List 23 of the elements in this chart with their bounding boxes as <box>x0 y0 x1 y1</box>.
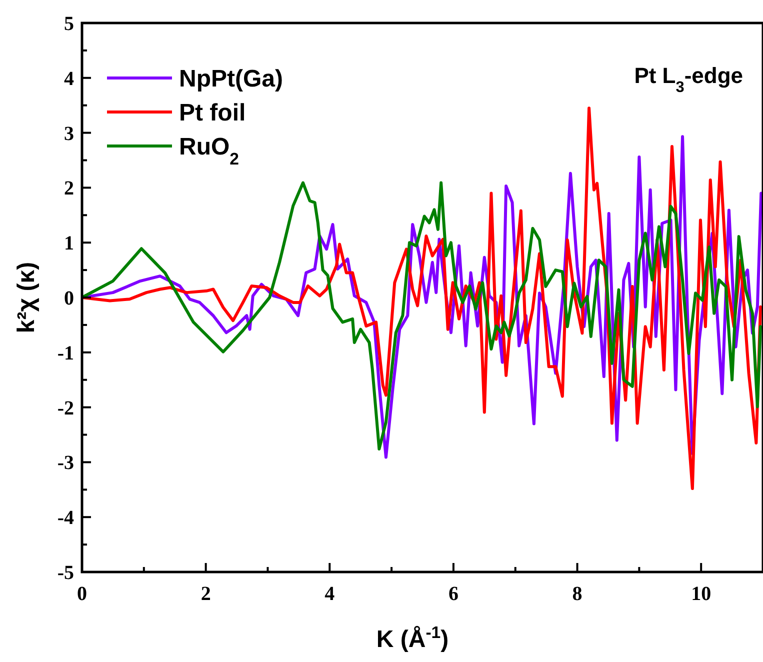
y-tick-label: -1 <box>57 342 74 364</box>
legend-label: NpPt(Ga) <box>179 65 283 92</box>
legend-label: RuO$_{2}$ <box>179 133 240 168</box>
y-tick-label: 5 <box>64 13 74 35</box>
x-axis-title: K (Å$^{-1}$) <box>376 622 449 653</box>
x-tick-label: 10 <box>691 583 712 605</box>
annotation: Pt L$_{3}$-edge <box>634 63 743 96</box>
y-tick-label: 4 <box>64 68 74 90</box>
y-tick-label: 3 <box>64 122 74 145</box>
x-tick-label: 4 <box>324 583 335 605</box>
y-tick-label: -3 <box>57 452 74 474</box>
y-tick-label: 1 <box>64 232 74 255</box>
line-series <box>82 181 762 451</box>
x-tick-label: 8 <box>572 583 582 605</box>
y-tick-label: -2 <box>57 397 74 420</box>
y-tick-label: -4 <box>57 507 74 530</box>
y-tick-label: -5 <box>57 562 74 584</box>
y-tick-label: 0 <box>64 288 74 310</box>
x-tick-label: 6 <box>448 583 458 605</box>
x-tick-label: 2 <box>200 583 211 605</box>
y-tick-label: 2 <box>64 178 74 200</box>
legend-label: Pt foil <box>179 99 246 126</box>
y-axis-title: k²χ (κ) <box>13 262 40 334</box>
